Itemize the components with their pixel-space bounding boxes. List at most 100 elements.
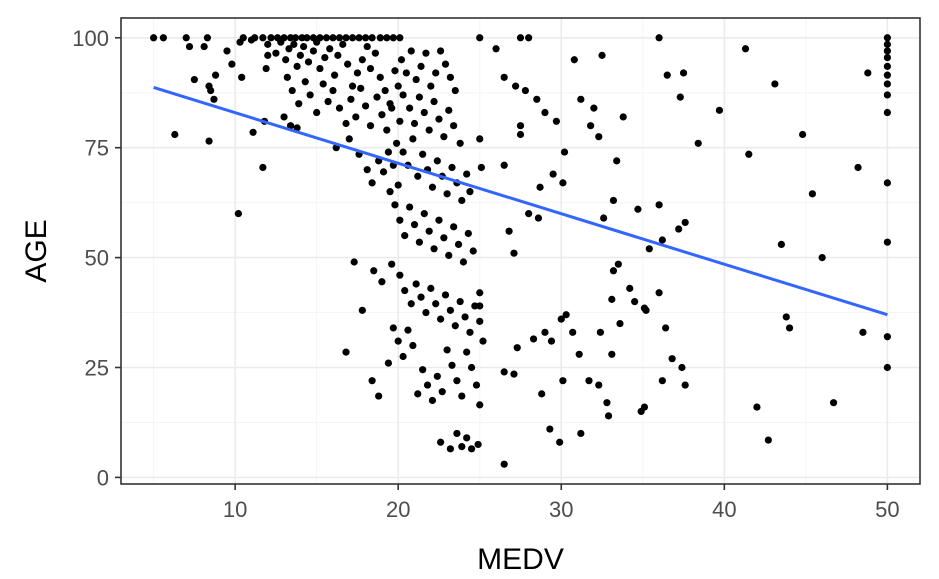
data-point [388, 104, 396, 112]
data-point [423, 381, 432, 389]
data-point [454, 240, 463, 249]
data-point [575, 350, 583, 358]
data-point [777, 240, 785, 249]
data-point [440, 234, 448, 242]
data-point [476, 302, 484, 310]
data-point [412, 280, 420, 288]
data-point [476, 34, 484, 42]
y-tick-label: 50 [85, 246, 109, 271]
data-point [445, 251, 453, 259]
data-point [363, 42, 371, 51]
data-point [410, 119, 419, 128]
data-point [432, 300, 440, 308]
data-point [350, 258, 358, 266]
data-point [741, 45, 750, 53]
data-point [466, 188, 474, 196]
data-point [516, 122, 525, 130]
data-point [389, 34, 397, 42]
data-point [391, 67, 399, 75]
data-point [472, 381, 481, 389]
data-point [280, 113, 288, 121]
data-point [446, 73, 454, 81]
data-point [500, 368, 508, 376]
data-point [331, 71, 339, 79]
data-point [339, 40, 347, 48]
data-point [210, 95, 218, 103]
data-point [443, 346, 451, 354]
data-point [453, 429, 461, 438]
data-point [479, 337, 487, 345]
data-point [463, 170, 471, 178]
data-point [345, 135, 353, 143]
data-point [368, 179, 376, 187]
data-point [448, 361, 456, 369]
data-point [264, 40, 272, 48]
data-point [286, 122, 295, 130]
data-point [534, 214, 543, 222]
data-point [425, 126, 433, 134]
data-point [604, 412, 613, 420]
data-point [326, 45, 334, 53]
data-point [450, 122, 458, 130]
data-point [334, 51, 342, 59]
y-tick-label: 75 [85, 136, 109, 161]
data-point [453, 377, 461, 385]
data-point [249, 128, 257, 136]
data-point [658, 377, 666, 385]
data-point [577, 429, 585, 438]
data-point [516, 130, 525, 139]
data-point [342, 34, 350, 42]
data-point [461, 313, 469, 321]
data-point [556, 438, 564, 446]
data-point [600, 214, 608, 222]
data-point [366, 122, 375, 130]
data-point [616, 319, 624, 328]
data-point [223, 47, 231, 55]
data-point [474, 440, 482, 449]
data-point [637, 407, 645, 416]
x-tick-label: 20 [386, 497, 410, 522]
data-point [798, 130, 807, 139]
y-tick-label: 100 [72, 26, 109, 51]
data-point [451, 86, 459, 95]
data-point [370, 267, 378, 275]
data-point [335, 104, 344, 112]
data-point [422, 49, 430, 57]
data-point [259, 34, 267, 42]
data-point [614, 260, 622, 268]
data-point [361, 34, 370, 42]
data-point [272, 49, 280, 57]
data-point [344, 60, 352, 68]
data-point [681, 381, 689, 389]
data-point [596, 328, 605, 336]
data-point [603, 399, 611, 407]
data-point [309, 47, 318, 55]
data-point [681, 218, 689, 227]
x-tick-label: 50 [875, 497, 899, 522]
data-point [663, 71, 671, 79]
data-point [451, 322, 459, 330]
data-point [441, 60, 450, 68]
data-point [407, 47, 415, 55]
data-point [608, 295, 616, 303]
data-point [745, 150, 753, 158]
data-point [655, 34, 663, 42]
data-point [500, 73, 508, 81]
data-point [675, 225, 683, 233]
data-point [366, 64, 375, 73]
data-point [262, 64, 270, 73]
data-point [445, 106, 453, 114]
data-point [642, 306, 650, 314]
data-point [662, 324, 670, 332]
data-point [533, 95, 541, 103]
data-point [234, 210, 243, 218]
data-point [386, 188, 394, 196]
data-point [259, 163, 267, 172]
data-point [348, 82, 357, 90]
data-point [456, 297, 464, 306]
data-point [415, 93, 424, 101]
data-point [505, 227, 513, 235]
data-point [355, 34, 363, 42]
data-point [378, 111, 386, 119]
data-point [304, 58, 313, 66]
